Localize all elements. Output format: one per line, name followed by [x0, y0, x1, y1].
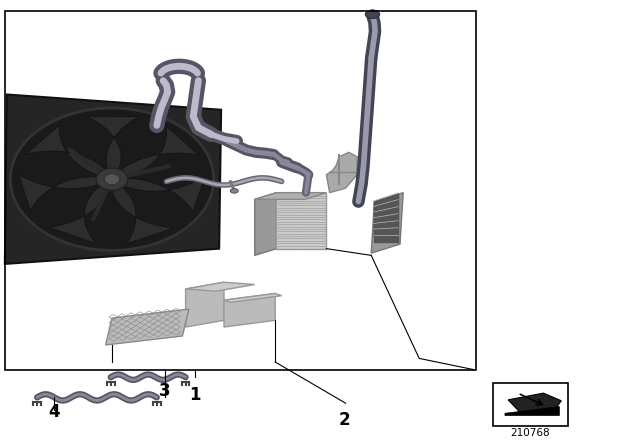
Text: 1: 1	[189, 386, 201, 404]
Polygon shape	[508, 393, 561, 413]
Polygon shape	[371, 193, 403, 253]
Polygon shape	[186, 282, 224, 327]
Polygon shape	[5, 95, 221, 264]
Ellipse shape	[230, 189, 238, 193]
Polygon shape	[49, 184, 111, 244]
Text: 210768: 210768	[510, 428, 550, 438]
Bar	[5, 11, 476, 370]
Polygon shape	[86, 116, 139, 172]
Ellipse shape	[96, 168, 128, 190]
Text: 4: 4	[49, 403, 60, 421]
Polygon shape	[224, 293, 275, 327]
Polygon shape	[186, 282, 255, 291]
Polygon shape	[26, 125, 107, 177]
Polygon shape	[255, 193, 326, 199]
Text: 2: 2	[339, 411, 350, 429]
Polygon shape	[106, 309, 189, 345]
Ellipse shape	[104, 174, 120, 185]
Polygon shape	[224, 293, 282, 302]
Ellipse shape	[10, 108, 214, 250]
Polygon shape	[326, 152, 357, 193]
Text: 3: 3	[159, 382, 171, 400]
Bar	[493, 383, 568, 426]
Polygon shape	[19, 175, 102, 211]
Polygon shape	[276, 193, 326, 249]
Polygon shape	[505, 407, 559, 416]
Polygon shape	[112, 185, 174, 244]
Polygon shape	[121, 176, 205, 211]
Polygon shape	[118, 126, 198, 177]
Ellipse shape	[365, 10, 380, 18]
Polygon shape	[255, 193, 276, 255]
